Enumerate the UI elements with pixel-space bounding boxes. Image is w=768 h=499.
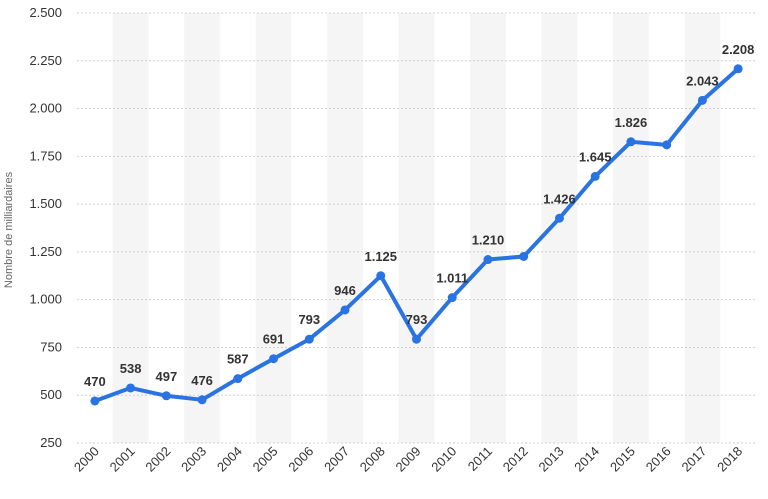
data-label: 497 <box>155 369 177 384</box>
y-tick-label: 1.500 <box>29 196 62 211</box>
y-tick-label: 750 <box>40 339 62 354</box>
x-tick-label: 2008 <box>357 444 388 475</box>
data-point[interactable] <box>733 64 743 74</box>
x-tick-label: 2018 <box>714 444 745 475</box>
data-label: 2.043 <box>686 73 719 88</box>
data-point[interactable] <box>519 251 529 261</box>
x-tick-label: 2010 <box>428 444 459 475</box>
data-point[interactable] <box>233 374 243 384</box>
x-tick-label: 2005 <box>250 444 281 475</box>
category-band <box>470 13 506 443</box>
data-label: 470 <box>84 374 106 389</box>
y-tick-label: 500 <box>40 387 62 402</box>
category-band <box>541 13 578 443</box>
data-label: 1.125 <box>364 249 397 264</box>
data-point[interactable] <box>483 255 493 265</box>
data-point[interactable] <box>376 271 386 281</box>
data-point[interactable] <box>161 391 171 401</box>
y-tick-label: 2.500 <box>29 5 62 20</box>
data-point[interactable] <box>626 137 636 147</box>
category-band <box>184 13 220 443</box>
data-labels: 470 538 497 476 587 691 793 946 1.125 793 1.011 1.2… <box>84 42 754 389</box>
data-point[interactable] <box>126 383 136 393</box>
category-band <box>112 13 149 443</box>
x-tick-label: 2003 <box>178 444 209 475</box>
x-tick-label: 2015 <box>607 444 638 475</box>
data-label: 1.011 <box>436 271 468 286</box>
category-band <box>327 13 363 443</box>
y-axis-ticks: 2.500 2.250 2.000 1.750 1.500 1.250 1.000 750 50… <box>29 5 62 450</box>
x-tick-label: 2016 <box>643 444 674 475</box>
category-band <box>684 13 721 443</box>
data-label: 1.645 <box>579 149 612 164</box>
y-tick-label: 2.000 <box>29 101 62 116</box>
data-label: 538 <box>120 361 142 376</box>
data-label: 1.826 <box>615 115 648 130</box>
x-tick-label: 2017 <box>678 444 709 475</box>
y-tick-label: 1.250 <box>29 244 62 259</box>
x-axis-ticks: 2000 2001 2002 2003 2004 2005 2006 2007 2008 2009… <box>71 444 745 475</box>
data-label: 1.426 <box>543 191 576 206</box>
data-label: 1.210 <box>472 233 505 248</box>
category-bands <box>112 13 721 443</box>
data-point[interactable] <box>90 396 100 406</box>
x-tick-label: 2011 <box>465 444 495 474</box>
data-label: 793 <box>298 312 320 327</box>
x-tick-label: 2009 <box>393 444 424 475</box>
data-label: 2.208 <box>722 42 755 57</box>
x-tick-label: 2013 <box>536 444 567 475</box>
y-tick-label: 1.000 <box>29 292 62 307</box>
gridlines <box>77 12 756 444</box>
category-band <box>398 13 435 443</box>
data-point[interactable] <box>554 213 564 223</box>
y-tick-label: 2.250 <box>29 53 62 68</box>
data-point[interactable] <box>412 334 421 344</box>
y-tick-label: 250 <box>40 435 62 450</box>
data-point[interactable] <box>447 293 457 303</box>
data-label: 476 <box>191 373 213 388</box>
x-tick-label: 2001 <box>107 444 138 475</box>
data-point[interactable] <box>304 334 314 344</box>
data-point[interactable] <box>197 395 207 405</box>
x-tick-label: 2014 <box>571 444 602 475</box>
data-point[interactable] <box>662 140 672 150</box>
x-tick-label: 2000 <box>71 444 102 475</box>
x-tick-label: 2007 <box>321 444 352 475</box>
data-point[interactable] <box>269 354 279 364</box>
x-tick-label: 2002 <box>142 444 173 475</box>
data-label: 587 <box>227 352 249 367</box>
x-tick-label: 2012 <box>500 444 531 475</box>
y-tick-label: 1.750 <box>29 148 62 163</box>
data-point[interactable] <box>590 171 600 181</box>
data-label: 691 <box>263 332 285 347</box>
y-axis-label: Nombre de milliardaires <box>3 171 15 288</box>
category-band <box>255 13 292 443</box>
data-label: 946 <box>334 283 356 298</box>
data-label: 793 <box>406 312 428 327</box>
data-point[interactable] <box>697 95 707 105</box>
series-group <box>90 64 743 406</box>
x-tick-label: 2004 <box>214 444 245 475</box>
category-band <box>613 13 649 443</box>
x-tick-label: 2006 <box>285 444 316 475</box>
data-point[interactable] <box>340 305 350 315</box>
